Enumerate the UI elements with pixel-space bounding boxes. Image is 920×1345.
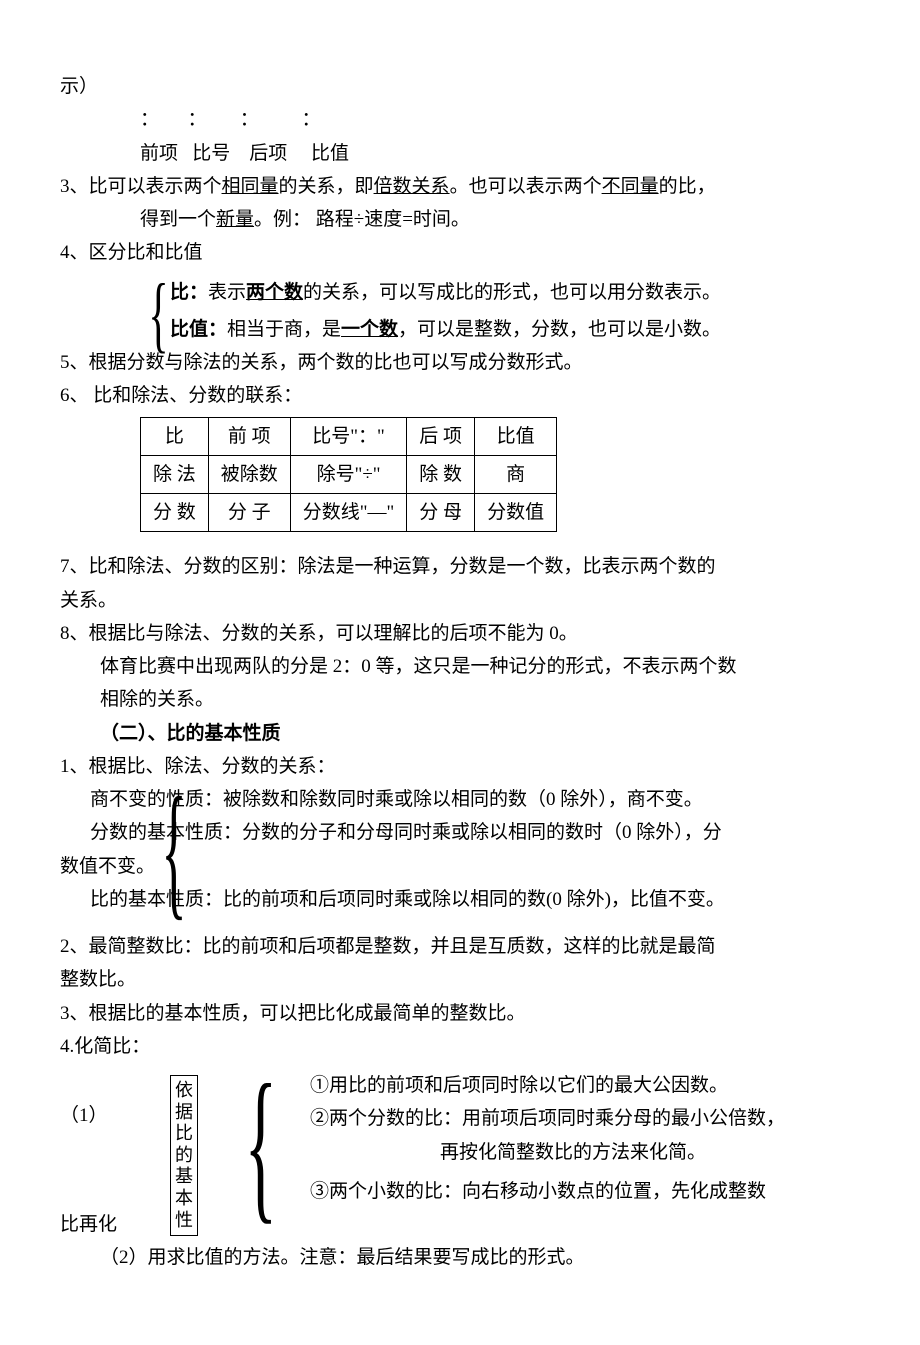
t-r3c1: 分 数 (141, 494, 209, 532)
t-r1c1: 比 (141, 417, 209, 455)
p3-m1: 的关系，即 (279, 176, 374, 197)
p4-bi-b: 的关系，可以写成比的形式，也可以用分数表示。 (303, 282, 721, 303)
line-shi: 示） (60, 70, 860, 103)
p3-u1: 相同量 (222, 176, 279, 197)
label-row: 前项 比号 后项 比值 (60, 137, 860, 170)
p5: 5、根据分数与除法的关系，两个数的比也可以写成分数形式。 (60, 346, 860, 379)
t-r3c4: 分 母 (407, 494, 475, 532)
p4-bz-u: 一个数 (341, 319, 398, 340)
t-r1c4: 后 项 (407, 417, 475, 455)
p3-u4: 新量 (216, 209, 254, 230)
section-2-title: （二）、比的基本性质 (60, 717, 860, 750)
p3-l2a: 得到一个 (140, 209, 216, 230)
brace-s1: { (161, 775, 186, 925)
s3: 3、根据比的基本性质，可以把比化成最简单的整数比。 (60, 997, 860, 1030)
p3-m3: 的比， (659, 176, 716, 197)
t-r1c3: 比号"：" (290, 417, 407, 455)
p4-bi: 比：表示两个数的关系，可以写成比的形式，也可以用分数表示。 (170, 276, 860, 309)
s1b: 分数的基本性质：分数的分子和分母同时乘或除以相同的数时（0 除外），分 (90, 816, 860, 849)
colon-row: ： ： ： ： (60, 103, 860, 136)
t-r1c5: 比值 (475, 417, 557, 455)
brace-p4: { (148, 272, 168, 357)
t-r2c5: 商 (475, 455, 557, 493)
p3-lead: 3、比可以表示两个 (60, 176, 222, 197)
t-r1c2: 前 项 (208, 417, 290, 455)
m2b: 再按化简整数比的方法来化简。 (310, 1136, 860, 1169)
p8b: 体育比赛中出现两队的分是 2：0 等，这只是一种记分的形式，不表示两个数 (60, 650, 860, 683)
p3-line1: 3、比可以表示两个相同量的关系，即倍数关系。也可以表示两个不同量的比， (60, 170, 860, 203)
t-r2c2: 被除数 (208, 455, 290, 493)
p8a: 8、根据比与除法、分数的关系，可以理解比的后项不能为 0。 (60, 617, 860, 650)
p3-u3: 不同量 (602, 176, 659, 197)
p4-bz-b: ，可以是整数，分数，也可以是小数。 (398, 319, 721, 340)
t-r2c4: 除 数 (407, 455, 475, 493)
relation-table: 比 前 项 比号"：" 后 项 比值 除 法 被除数 除号"÷" 除 数 商 分… (140, 417, 557, 533)
p6: 6、 比和除法、分数的联系： (60, 379, 860, 412)
p4-bi-lead: 比： (170, 282, 208, 303)
t-r3c3: 分数线"—" (290, 494, 407, 532)
t-r3c5: 分数值 (475, 494, 557, 532)
p3-l2b: 。例： 路程÷速度=时间。 (254, 209, 470, 230)
t-r3c2: 分 子 (208, 494, 290, 532)
p3-m2: 。也可以表示两个 (450, 176, 602, 197)
p3-u2: 倍数关系 (374, 176, 450, 197)
p3-line2: 得到一个新量。例： 路程÷速度=时间。 (60, 203, 860, 236)
m1: ①用比的前项和后项同时除以它们的最大公因数。 (310, 1069, 860, 1102)
p7b: 关系。 (60, 584, 860, 617)
vertical-box: 依据比的基本性 (170, 1075, 198, 1236)
m2a: ②两个分数的比：用前项后项同时乘分母的最小公倍数， (310, 1102, 860, 1135)
brace-simplify: { (244, 1059, 277, 1229)
p8c: 相除的关系。 (60, 683, 860, 716)
p7a: 7、比和除法、分数的区别：除法是一种运算，分数是一个数，比表示两个数的 (60, 550, 860, 583)
p4-bz-lead: 比值： (170, 319, 227, 340)
p4-title: 4、区分比和比值 (60, 236, 860, 269)
s1a: 商不变的性质：被除数和除数同时乘或除以相同的数（0 除外），商不变。 (90, 783, 860, 816)
s4: 4.化简比： (60, 1030, 860, 1063)
paren1: （1） (60, 1099, 108, 1132)
s2b: 整数比。 (60, 963, 860, 996)
p4-bz: 比值：相当于商，是一个数，可以是整数，分数，也可以是小数。 (170, 313, 860, 346)
p4-bz-a: 相当于商，是 (227, 319, 341, 340)
p4-bi-u: 两个数 (246, 282, 303, 303)
t-r2c3: 除号"÷" (290, 455, 407, 493)
s2a: 2、最简整数比：比的前项和后项都是整数，并且是互质数，这样的比就是最简 (60, 930, 860, 963)
m3: ③两个小数的比：向右移动小数点的位置，先化成整数 (310, 1175, 860, 1208)
t-r2c1: 除 法 (141, 455, 209, 493)
s4-2: （2）用求比值的方法。注意：最后结果要写成比的形式。 (60, 1241, 860, 1274)
p4-bi-a: 表示 (208, 282, 246, 303)
